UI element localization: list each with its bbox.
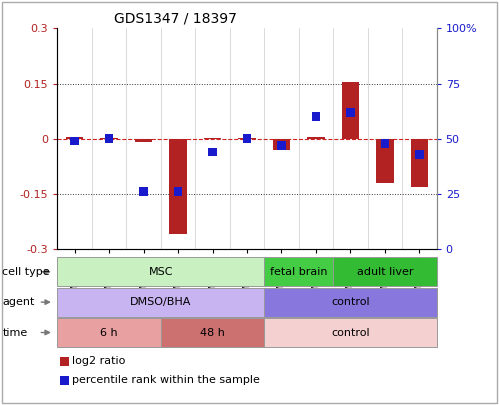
Bar: [307, 137, 324, 139]
Bar: [381, 139, 389, 147]
Bar: [135, 139, 152, 143]
Bar: [273, 139, 290, 150]
Text: fetal brain: fetal brain: [270, 267, 327, 277]
Text: GDS1347 / 18397: GDS1347 / 18397: [114, 12, 237, 26]
Bar: [411, 139, 428, 187]
Bar: [105, 134, 113, 143]
Text: log2 ratio: log2 ratio: [72, 356, 126, 366]
Text: 6 h: 6 h: [100, 328, 118, 337]
Bar: [139, 187, 148, 196]
Text: time: time: [2, 328, 28, 337]
Bar: [415, 150, 424, 159]
Bar: [208, 147, 217, 156]
Bar: [346, 108, 355, 117]
Bar: [239, 138, 255, 139]
Text: control: control: [331, 297, 370, 307]
Bar: [70, 136, 79, 145]
Bar: [277, 141, 286, 150]
Bar: [170, 139, 187, 234]
Text: percentile rank within the sample: percentile rank within the sample: [72, 375, 260, 385]
Bar: [100, 138, 118, 139]
Text: adult liver: adult liver: [357, 267, 413, 277]
Bar: [376, 139, 394, 183]
Bar: [204, 138, 221, 139]
Text: cell type: cell type: [2, 267, 50, 277]
Text: 48 h: 48 h: [200, 328, 225, 337]
Bar: [243, 134, 251, 143]
Bar: [66, 137, 83, 139]
Text: agent: agent: [2, 297, 35, 307]
Text: DMSO/BHA: DMSO/BHA: [130, 297, 192, 307]
Bar: [174, 187, 182, 196]
Text: control: control: [331, 328, 370, 337]
Text: MSC: MSC: [149, 267, 173, 277]
Bar: [342, 82, 359, 139]
Bar: [312, 112, 320, 121]
